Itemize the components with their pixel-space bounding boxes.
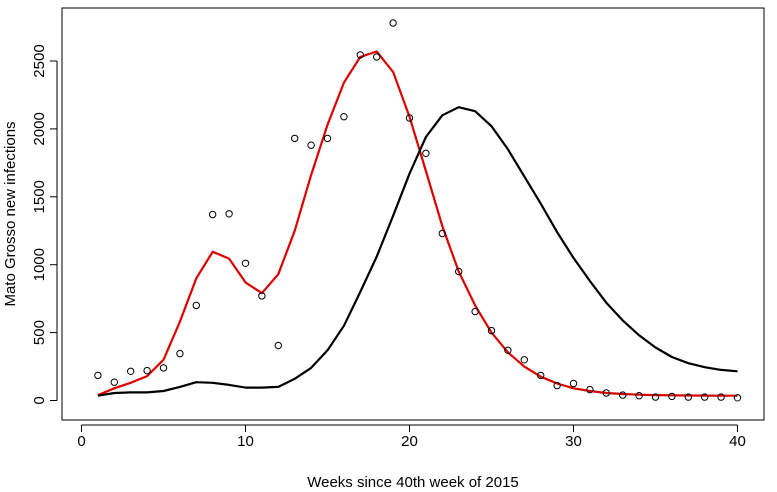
observed-point [684, 393, 692, 401]
observed-point [241, 259, 250, 267]
x-tick-label: 0 [77, 433, 85, 450]
y-axis-label: Mato Grosso new infections [2, 121, 19, 306]
observed-point [569, 379, 578, 388]
plot-frame [61, 7, 765, 421]
observed-point [455, 267, 463, 276]
observed-point [356, 51, 364, 59]
fitted-line [97, 50, 738, 397]
y-tick-label: 500 [31, 320, 48, 345]
observed-point [323, 134, 332, 143]
observed-point [405, 114, 414, 122]
observed-point [176, 349, 184, 358]
observed-point [438, 229, 446, 238]
y-tick-label: 2000 [31, 112, 48, 145]
observed-point [340, 113, 348, 121]
y-tick-label: 0 [31, 396, 48, 404]
observed-point [619, 391, 627, 399]
observed-point [127, 367, 135, 375]
observed-point [635, 392, 643, 400]
x-tick-label: 40 [729, 433, 746, 450]
observed-point [602, 389, 610, 397]
observed-point [668, 392, 676, 401]
observed-point [159, 364, 168, 372]
observed-point [586, 385, 594, 394]
y-axis: 0 500 1000 1500 2000 2500 [31, 44, 58, 405]
y-tick-label: 2500 [31, 44, 48, 77]
observed-point [717, 393, 725, 401]
observed-point [701, 393, 709, 401]
observed-point [291, 134, 299, 143]
observed-point [209, 210, 217, 219]
observed-point [487, 326, 496, 335]
observed-point [258, 292, 266, 300]
observed-point [373, 53, 381, 61]
x-tick-label: 10 [237, 433, 254, 450]
observed-point [422, 149, 430, 158]
observed-point [537, 371, 545, 380]
observed-point [94, 371, 102, 380]
observed-point [307, 141, 315, 149]
observed-point [471, 307, 479, 316]
observed-point [553, 381, 561, 390]
x-tick-label: 30 [565, 433, 582, 450]
x-axis: 0 10 20 30 40 [77, 424, 746, 450]
prediction-line [97, 106, 738, 397]
observed-point [389, 19, 397, 27]
observed-point [733, 394, 742, 402]
x-axis-label: Weeks since 40th week of 2015 [307, 474, 519, 491]
observed-point [274, 341, 282, 350]
y-tick-label: 1500 [31, 180, 48, 213]
series-layer [94, 19, 742, 402]
x-tick-label: 20 [401, 433, 418, 450]
y-tick-label: 1000 [31, 248, 48, 281]
observed-point [520, 356, 528, 364]
observed-point [651, 393, 660, 401]
observed-point [110, 378, 119, 386]
observed-point [143, 366, 151, 375]
observed-point [504, 346, 512, 354]
observed-point [192, 301, 201, 310]
observed-point [225, 210, 233, 218]
